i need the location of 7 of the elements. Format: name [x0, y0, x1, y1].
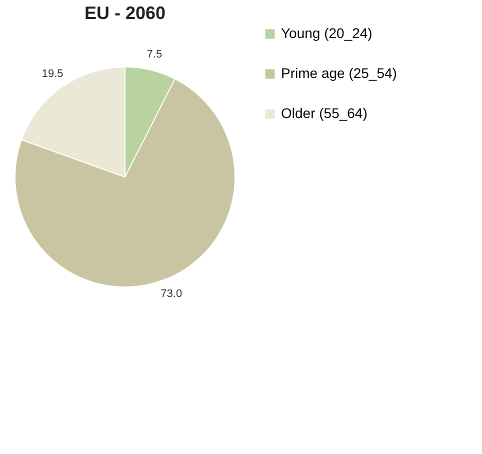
- chart-title: EU - 2060: [84, 3, 166, 23]
- data-label: 19.5: [42, 68, 64, 80]
- legend-label: Older (55_64): [281, 105, 368, 121]
- data-label: 73.0: [160, 288, 182, 300]
- legend-label: Prime age (25_54): [281, 65, 397, 81]
- data-label: 7.5: [146, 48, 162, 60]
- legend-label: Young (20_24): [281, 25, 372, 41]
